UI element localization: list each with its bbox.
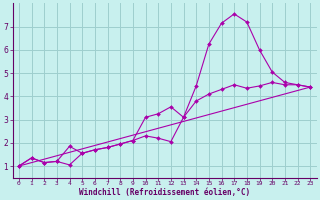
X-axis label: Windchill (Refroidissement éolien,°C): Windchill (Refroidissement éolien,°C): [79, 188, 250, 197]
